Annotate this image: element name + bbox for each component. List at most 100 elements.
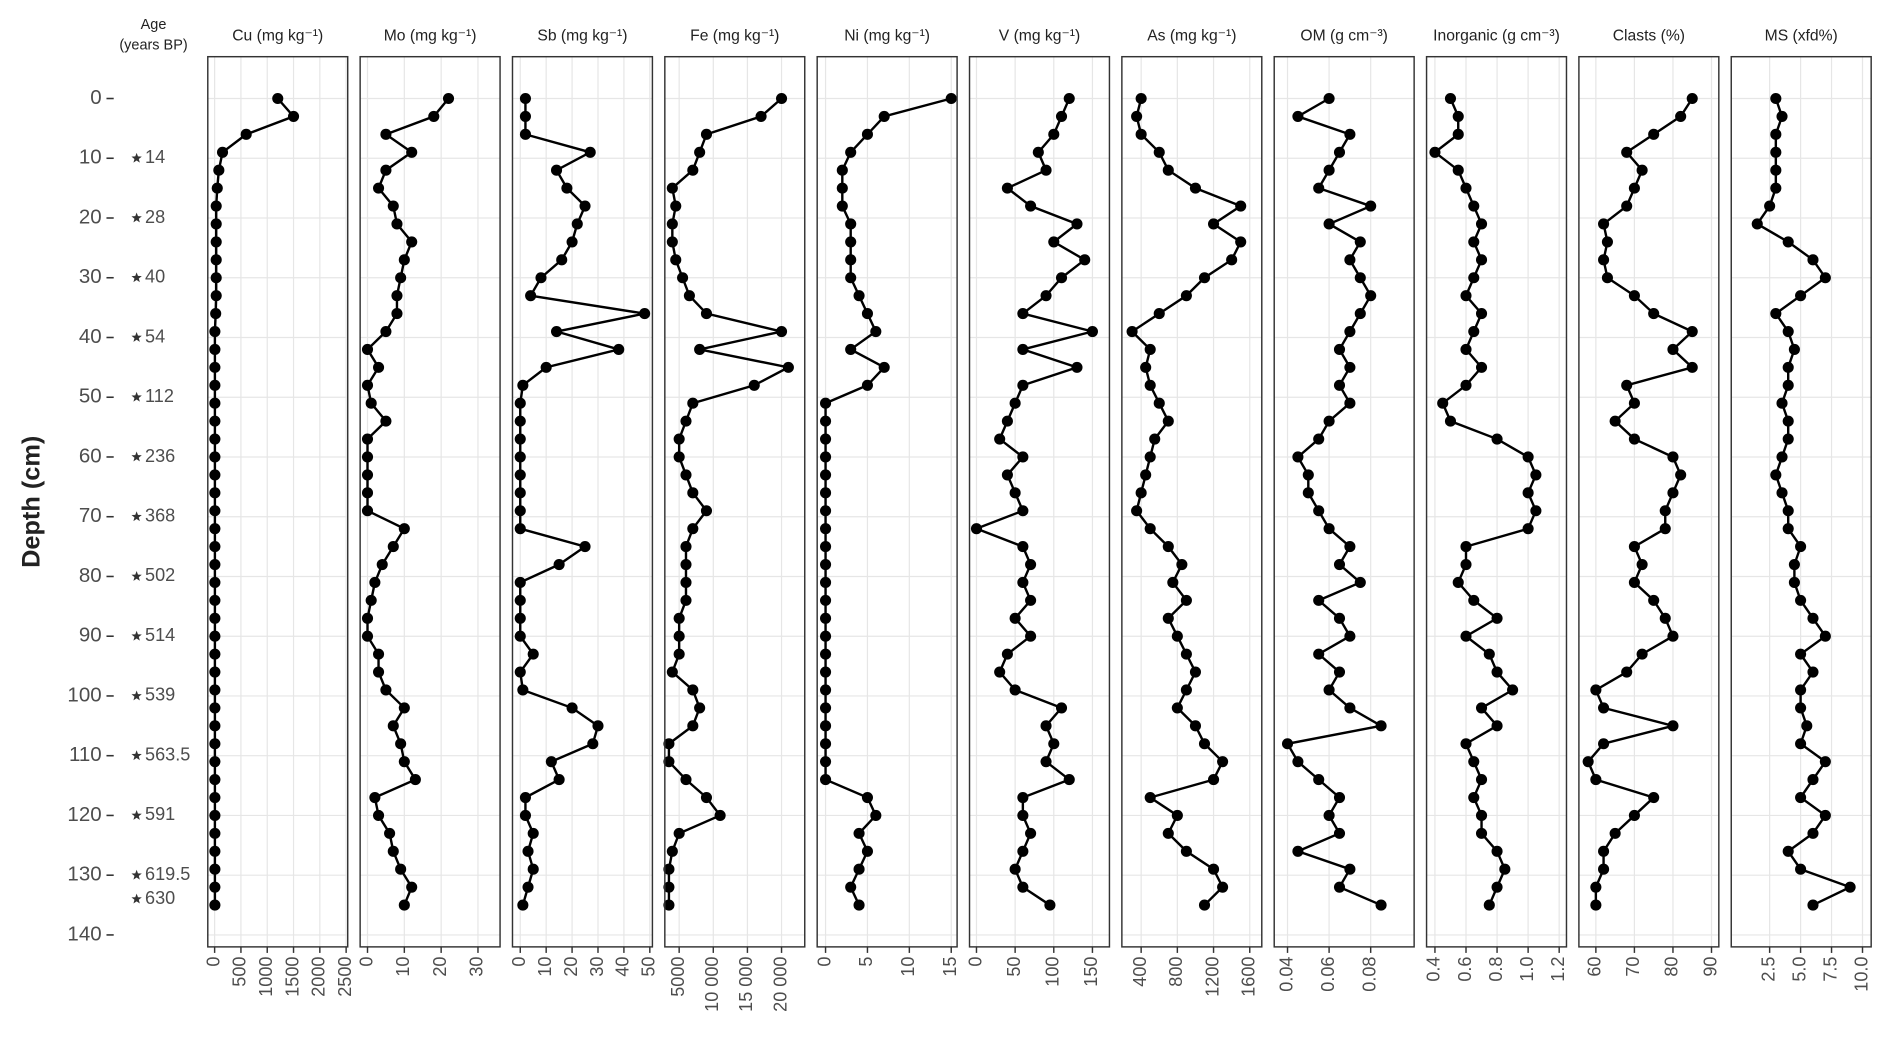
data-point [1009,863,1021,875]
data-point [700,791,713,804]
x-tick-label: 800 [1166,957,1186,987]
data-point [700,505,713,517]
data-point [673,630,685,642]
data-point [1017,379,1029,391]
y-tick-label: 100 [67,683,101,706]
age-star [131,391,142,402]
x-tick-label: 10 000 [702,957,722,1012]
data-point [680,576,692,588]
data-point [1686,92,1698,105]
y-tick-label: 80 [79,564,102,587]
data-point [213,164,225,176]
data-point [514,630,526,642]
data-point [748,379,760,391]
data-point [1354,236,1366,248]
panel-title: Inorganic (g cm⁻³) [1433,27,1560,44]
x-tick-label: 20 [430,957,450,977]
age-label: 539 [145,685,175,705]
data-point [1040,756,1052,768]
data-point [1017,881,1029,893]
x-tick-label: 50 [639,957,659,977]
data-point [1475,361,1488,373]
data-point [209,756,221,768]
data-point [853,290,865,302]
data-point [1313,182,1325,194]
data-point [820,558,832,571]
data-point [1048,236,1060,248]
data-point [700,128,713,140]
data-point [1375,899,1387,911]
y-tick-label: 90 [79,624,102,647]
data-point [514,576,526,588]
data-point [514,612,526,624]
x-tick-label: 0 [814,957,834,967]
panel-background [207,56,348,947]
data-point [1009,612,1021,624]
age-label: 514 [145,625,175,645]
data-point [1659,523,1671,535]
data-point [1770,308,1782,320]
data-point [870,809,882,821]
data-point [209,863,221,875]
data-point [1344,702,1356,714]
data-point [1323,684,1335,696]
data-point [519,791,531,804]
x-tick-label: 7.5 [1820,957,1840,982]
data-point [209,630,221,642]
data-point [1460,182,1472,194]
data-point [1483,899,1495,911]
data-point [1601,272,1613,284]
data-point [861,791,873,804]
data-point [1621,200,1633,212]
data-point [1333,791,1346,804]
data-point [820,684,832,696]
data-point [1782,325,1794,338]
data-point [1667,487,1679,499]
age-label: 40 [145,267,165,287]
data-point [550,325,563,338]
x-tick-label: 10.0 [1851,957,1871,992]
data-point [519,92,531,105]
x-tick-label: 1500 [282,957,302,997]
data-point [1648,308,1660,320]
data-point [1686,361,1698,373]
data-point [1009,487,1021,499]
data-point [820,576,832,588]
data-point [209,487,221,499]
data-point [1819,756,1831,768]
data-point [1001,469,1013,481]
panel-border [359,55,501,948]
data-point [1776,110,1788,122]
data-point [666,182,678,194]
data-point [361,451,374,463]
y-tick-label: 130 [67,863,101,886]
panel-title: Cu (mg kg⁻¹) [232,27,323,44]
x-tick-label: 5000 [668,957,688,997]
panel-background [1274,56,1415,947]
data-point [209,469,221,481]
data-point [1475,827,1488,839]
data-point [1636,164,1648,176]
data-point [1333,612,1346,624]
data-point [1468,236,1480,248]
data-point [1819,809,1831,821]
data-point [1582,756,1594,768]
data-point [1001,648,1013,660]
data-point [1475,702,1488,714]
data-point [1460,558,1472,571]
data-point [1176,558,1188,571]
data-point [680,541,692,553]
age-label: 54 [145,326,165,346]
data-point [1144,379,1156,391]
x-tick-label: 10 [898,957,918,977]
panel-border [1730,55,1872,948]
data-point [1621,666,1633,678]
data-point [1333,827,1346,839]
data-point [517,379,529,391]
panel-background [512,56,653,947]
data-point [1344,630,1356,642]
data-point [361,612,374,624]
data-point [579,541,591,553]
data-point [1782,523,1794,535]
data-point [755,110,767,122]
